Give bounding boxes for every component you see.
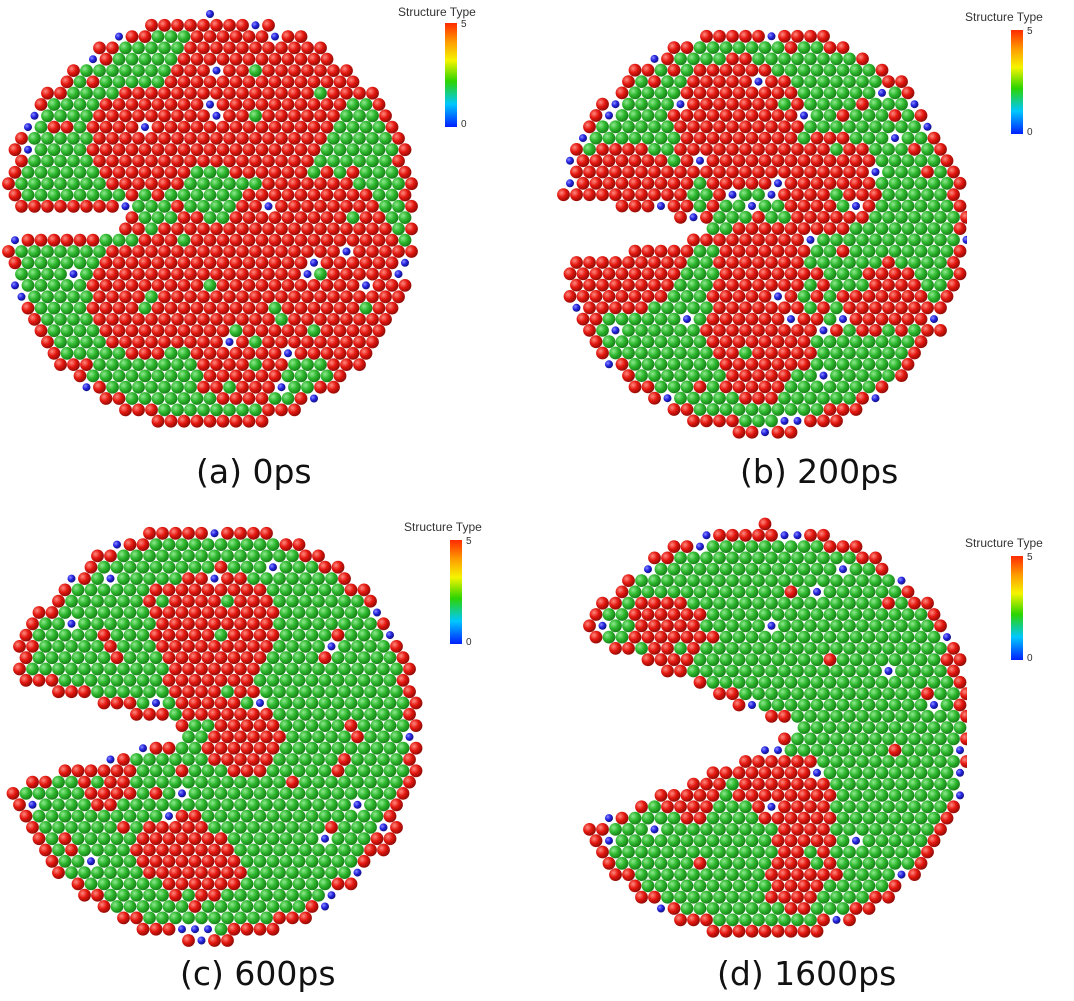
panel-b: Structure Type 5 0 (b) 200ps	[537, 0, 1074, 500]
legend-title: Structure Type	[965, 10, 1043, 24]
legend-min-label: 0	[1027, 127, 1033, 138]
color-scale-bar	[450, 540, 462, 644]
atom-simulation-image	[583, 517, 967, 938]
atom-simulation-image	[6, 526, 423, 947]
legend-max-label: 5	[466, 536, 472, 547]
legend-title: Structure Type	[398, 5, 476, 19]
atoms-layer	[557, 29, 967, 439]
panel-a: Structure Type 5 0 (a) 0ps	[0, 0, 537, 500]
structure-type-legend: Structure Type 5 0	[398, 5, 508, 155]
structure-type-legend: Structure Type 5 0	[965, 536, 1074, 686]
atom-simulation-image	[2, 10, 418, 428]
color-scale-bar	[1011, 30, 1023, 134]
legend-title: Structure Type	[404, 520, 482, 534]
panel-caption: (d) 1600ps	[717, 954, 897, 993]
legend-max-label: 5	[1027, 552, 1033, 563]
panel-c: Structure Type 5 0 (c) 600ps	[0, 500, 537, 1001]
atom-simulation-image	[557, 29, 967, 439]
structure-type-legend: Structure Type 5 0	[965, 10, 1074, 160]
legend-min-label: 0	[1027, 653, 1033, 664]
atoms-layer	[2, 10, 418, 428]
legend-title: Structure Type	[965, 536, 1043, 550]
legend-min-label: 0	[466, 637, 472, 648]
panel-d: Structure Type 5 0 (d) 1600ps	[537, 500, 1074, 1001]
panel-caption: (b) 200ps	[740, 452, 899, 491]
structure-type-legend: Structure Type 5 0	[404, 520, 514, 670]
legend-max-label: 5	[1027, 26, 1033, 37]
atoms-layer	[6, 526, 423, 947]
color-scale-bar	[1011, 556, 1023, 660]
legend-max-label: 5	[461, 19, 467, 30]
legend-min-label: 0	[461, 119, 467, 130]
atoms-layer	[583, 517, 967, 938]
color-scale-bar	[445, 23, 457, 127]
panel-caption: (a) 0ps	[196, 452, 312, 491]
panel-caption: (c) 600ps	[180, 954, 336, 993]
